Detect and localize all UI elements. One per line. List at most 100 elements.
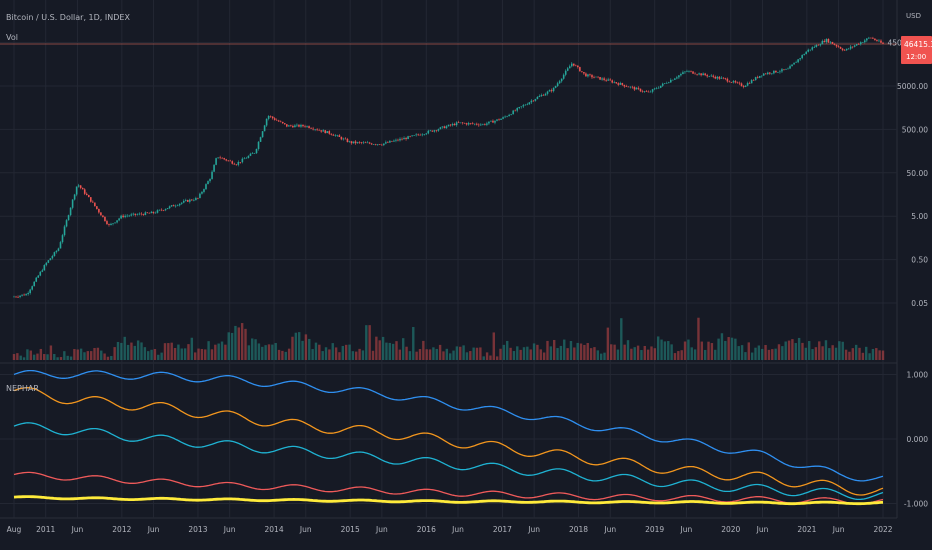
volume-bar bbox=[683, 341, 687, 360]
volume-bar bbox=[348, 344, 351, 360]
indicator-line[interactable] bbox=[13, 387, 884, 496]
candle-body bbox=[568, 66, 571, 69]
candle-body bbox=[661, 83, 664, 86]
indicator-series[interactable] bbox=[13, 369, 884, 506]
candle-body bbox=[263, 125, 266, 132]
volume-bar bbox=[740, 345, 744, 360]
candle-body bbox=[257, 141, 260, 149]
candle-body bbox=[457, 122, 460, 123]
candle-body bbox=[221, 157, 223, 159]
candle-body bbox=[223, 158, 225, 160]
candle-body bbox=[672, 79, 674, 81]
candle-body bbox=[676, 77, 678, 79]
candle-body bbox=[178, 203, 181, 206]
candle-body bbox=[861, 42, 864, 43]
volume-bar bbox=[549, 346, 553, 360]
indicator-line[interactable] bbox=[13, 471, 884, 505]
candle-body bbox=[740, 83, 743, 87]
axes: Aug 2011 Jun 2012 Jun 2013 Jun 2014 Jun 2015 Jun 20… bbox=[7, 39, 929, 534]
candle-body bbox=[872, 37, 874, 39]
candle-body bbox=[356, 142, 359, 144]
volume-bar bbox=[284, 351, 287, 360]
candle-body bbox=[92, 201, 94, 203]
candle-body bbox=[401, 138, 403, 140]
volume-bar bbox=[220, 341, 224, 360]
volume-bar bbox=[301, 340, 304, 360]
volume-bar bbox=[385, 342, 388, 360]
volume-bar bbox=[160, 352, 163, 360]
symbol-title: Bitcoin / U.S. Dollar, 1D, INDEX bbox=[6, 13, 130, 22]
candle-body bbox=[682, 72, 684, 75]
candle-body bbox=[478, 124, 480, 126]
candle-body bbox=[718, 76, 721, 79]
candle-body bbox=[641, 91, 644, 92]
candle-body bbox=[716, 76, 719, 79]
candle-body bbox=[839, 47, 842, 49]
volume-bar bbox=[140, 342, 143, 360]
candle-body bbox=[542, 94, 545, 96]
candle-body bbox=[96, 206, 98, 209]
candle-body bbox=[191, 199, 193, 201]
candle-body bbox=[722, 77, 725, 79]
candle-body bbox=[880, 40, 882, 43]
time-axis-label: Jun bbox=[223, 525, 236, 534]
time-axis-label: Jun bbox=[756, 525, 769, 534]
candle-body bbox=[635, 87, 638, 90]
candle-body bbox=[358, 142, 361, 143]
candle-body bbox=[859, 42, 862, 45]
volume-bar bbox=[351, 351, 355, 360]
candle-body bbox=[520, 106, 523, 108]
volume-bar bbox=[546, 340, 549, 360]
candle-body bbox=[595, 76, 597, 78]
candle-body bbox=[526, 104, 529, 105]
indicator-line[interactable] bbox=[13, 422, 884, 501]
volume-bar bbox=[781, 346, 784, 360]
candle-body bbox=[350, 141, 353, 144]
volume-bar bbox=[341, 345, 345, 360]
candle-body bbox=[310, 128, 312, 129]
volume-bar bbox=[717, 338, 720, 360]
candle-body bbox=[281, 121, 284, 124]
volume-bar bbox=[854, 344, 858, 360]
candle-body bbox=[286, 124, 288, 127]
indicator-line[interactable] bbox=[13, 495, 884, 506]
candle-body bbox=[235, 164, 238, 166]
price-axis-label: 0.50 bbox=[911, 256, 928, 265]
volume-bar bbox=[190, 337, 194, 360]
candle-body bbox=[674, 78, 676, 80]
indicator-line[interactable] bbox=[13, 369, 884, 482]
candle-body bbox=[617, 83, 620, 85]
volume-bar bbox=[204, 349, 207, 360]
candle-body bbox=[261, 131, 264, 138]
candle-body bbox=[405, 137, 407, 140]
volume-bar bbox=[539, 349, 542, 360]
candle-body bbox=[572, 63, 575, 66]
candle-body bbox=[253, 153, 256, 154]
candle-body bbox=[100, 212, 102, 216]
candle-body bbox=[273, 118, 276, 120]
volume-bar bbox=[318, 344, 321, 360]
candle-body bbox=[807, 49, 810, 52]
candle-body bbox=[89, 197, 92, 202]
candle-body bbox=[370, 143, 373, 145]
candle-body bbox=[607, 79, 609, 81]
price-series[interactable] bbox=[0, 36, 897, 299]
candle-body bbox=[320, 130, 322, 132]
volume-bar bbox=[841, 341, 844, 360]
candle-body bbox=[696, 74, 698, 75]
candle-body bbox=[801, 55, 803, 59]
candle-body bbox=[833, 43, 836, 45]
volume-bar bbox=[690, 347, 693, 360]
candle-body bbox=[411, 135, 413, 137]
candle-body bbox=[494, 120, 496, 123]
candle-body bbox=[522, 105, 525, 107]
volume-bar bbox=[616, 349, 620, 360]
candle-body bbox=[102, 215, 104, 217]
volume-bar bbox=[606, 327, 610, 360]
candle-body bbox=[108, 224, 110, 225]
candle-body bbox=[162, 210, 165, 211]
candle-body bbox=[116, 220, 118, 223]
volume-bar bbox=[626, 340, 630, 360]
